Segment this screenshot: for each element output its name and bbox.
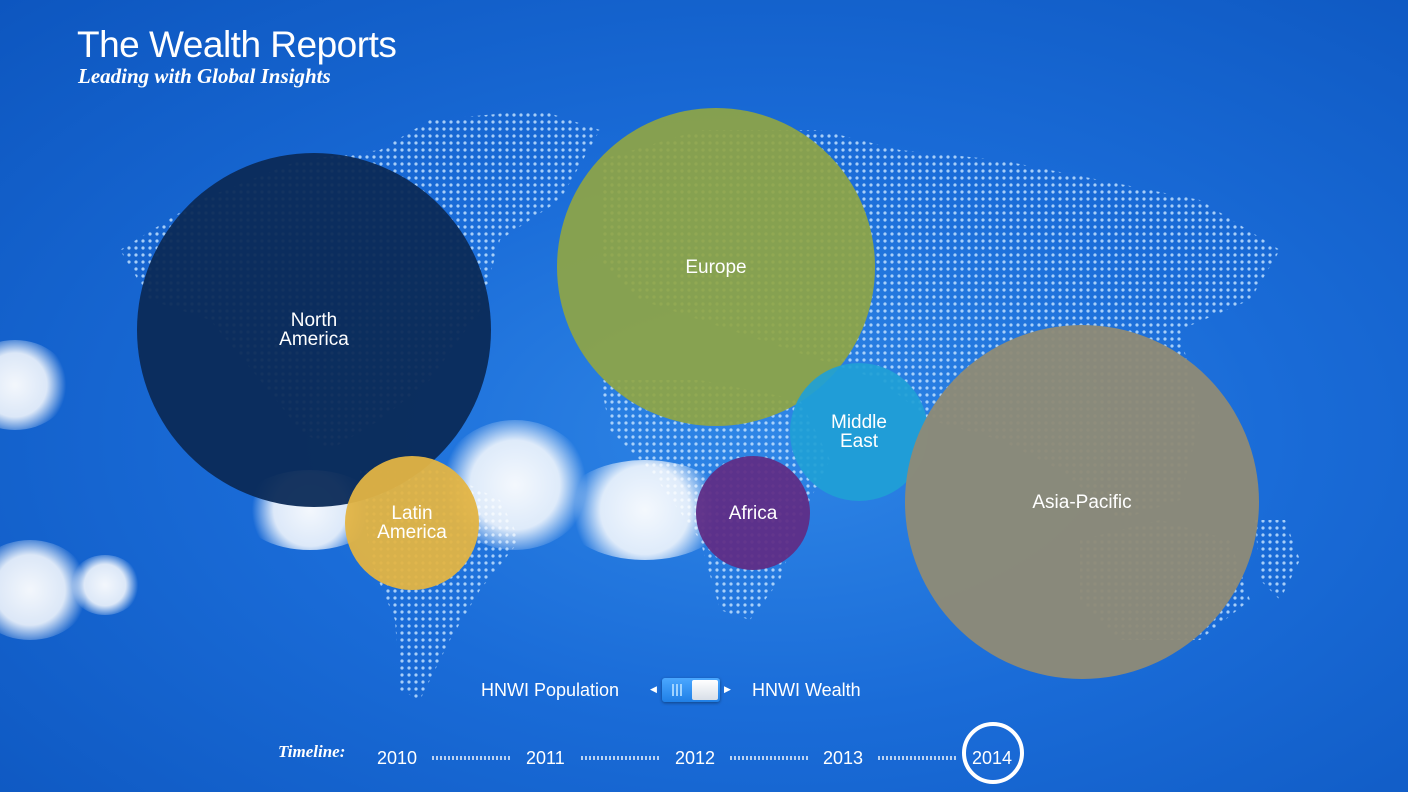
- timeline-track[interactable]: [581, 756, 659, 760]
- timeline-track[interactable]: [432, 756, 510, 760]
- hnwi-wealth-label[interactable]: HNWI Wealth: [752, 680, 861, 700]
- region-bubble-asia-pacific[interactable]: Asia-Pacific: [905, 325, 1259, 679]
- region-bubble-latin-america[interactable]: Latin America: [345, 456, 479, 590]
- timeline-label: Timeline:: [278, 742, 346, 761]
- region-label: Africa: [728, 502, 778, 524]
- switch-grip-icon: [672, 684, 684, 696]
- arrow-left-icon[interactable]: ◀: [650, 684, 657, 694]
- region-bubble-north-america[interactable]: North America: [137, 153, 491, 507]
- timeline: Timeline: 2010 2011 2012 2013 2014: [0, 722, 1408, 784]
- arrow-right-icon[interactable]: ▶: [724, 684, 731, 694]
- timeline-track[interactable]: [730, 756, 808, 760]
- region-bubble-middle-east[interactable]: Middle East: [790, 363, 928, 501]
- timeline-year-2010[interactable]: 2010: [377, 748, 418, 768]
- region-label: North America: [279, 310, 349, 350]
- metric-toggle-row: HNWI Population ◀ ▶ HNWI Wealth: [0, 678, 1408, 704]
- region-label: Latin America: [377, 503, 447, 543]
- region-bubble-africa[interactable]: Africa: [696, 456, 810, 570]
- page-title: The Wealth Reports: [77, 24, 397, 65]
- page-subtitle: Leading with Global Insights: [78, 64, 331, 88]
- timeline-year-2013[interactable]: 2013: [823, 748, 864, 768]
- switch-knob[interactable]: [692, 680, 718, 700]
- timeline-year-2011[interactable]: 2011: [526, 748, 565, 768]
- region-label: Asia-Pacific: [1032, 491, 1132, 513]
- cloud: [70, 555, 140, 615]
- selected-year-ring[interactable]: [962, 722, 1024, 784]
- timeline-year-2014[interactable]: 2014: [972, 748, 1013, 768]
- region-label: Middle East: [831, 412, 887, 452]
- timeline-track[interactable]: [878, 756, 956, 760]
- timeline-year-2012[interactable]: 2012: [675, 748, 716, 768]
- region-label: Europe: [685, 256, 747, 278]
- hnwi-population-label[interactable]: HNWI Population: [481, 680, 620, 700]
- metric-switch[interactable]: [662, 678, 720, 702]
